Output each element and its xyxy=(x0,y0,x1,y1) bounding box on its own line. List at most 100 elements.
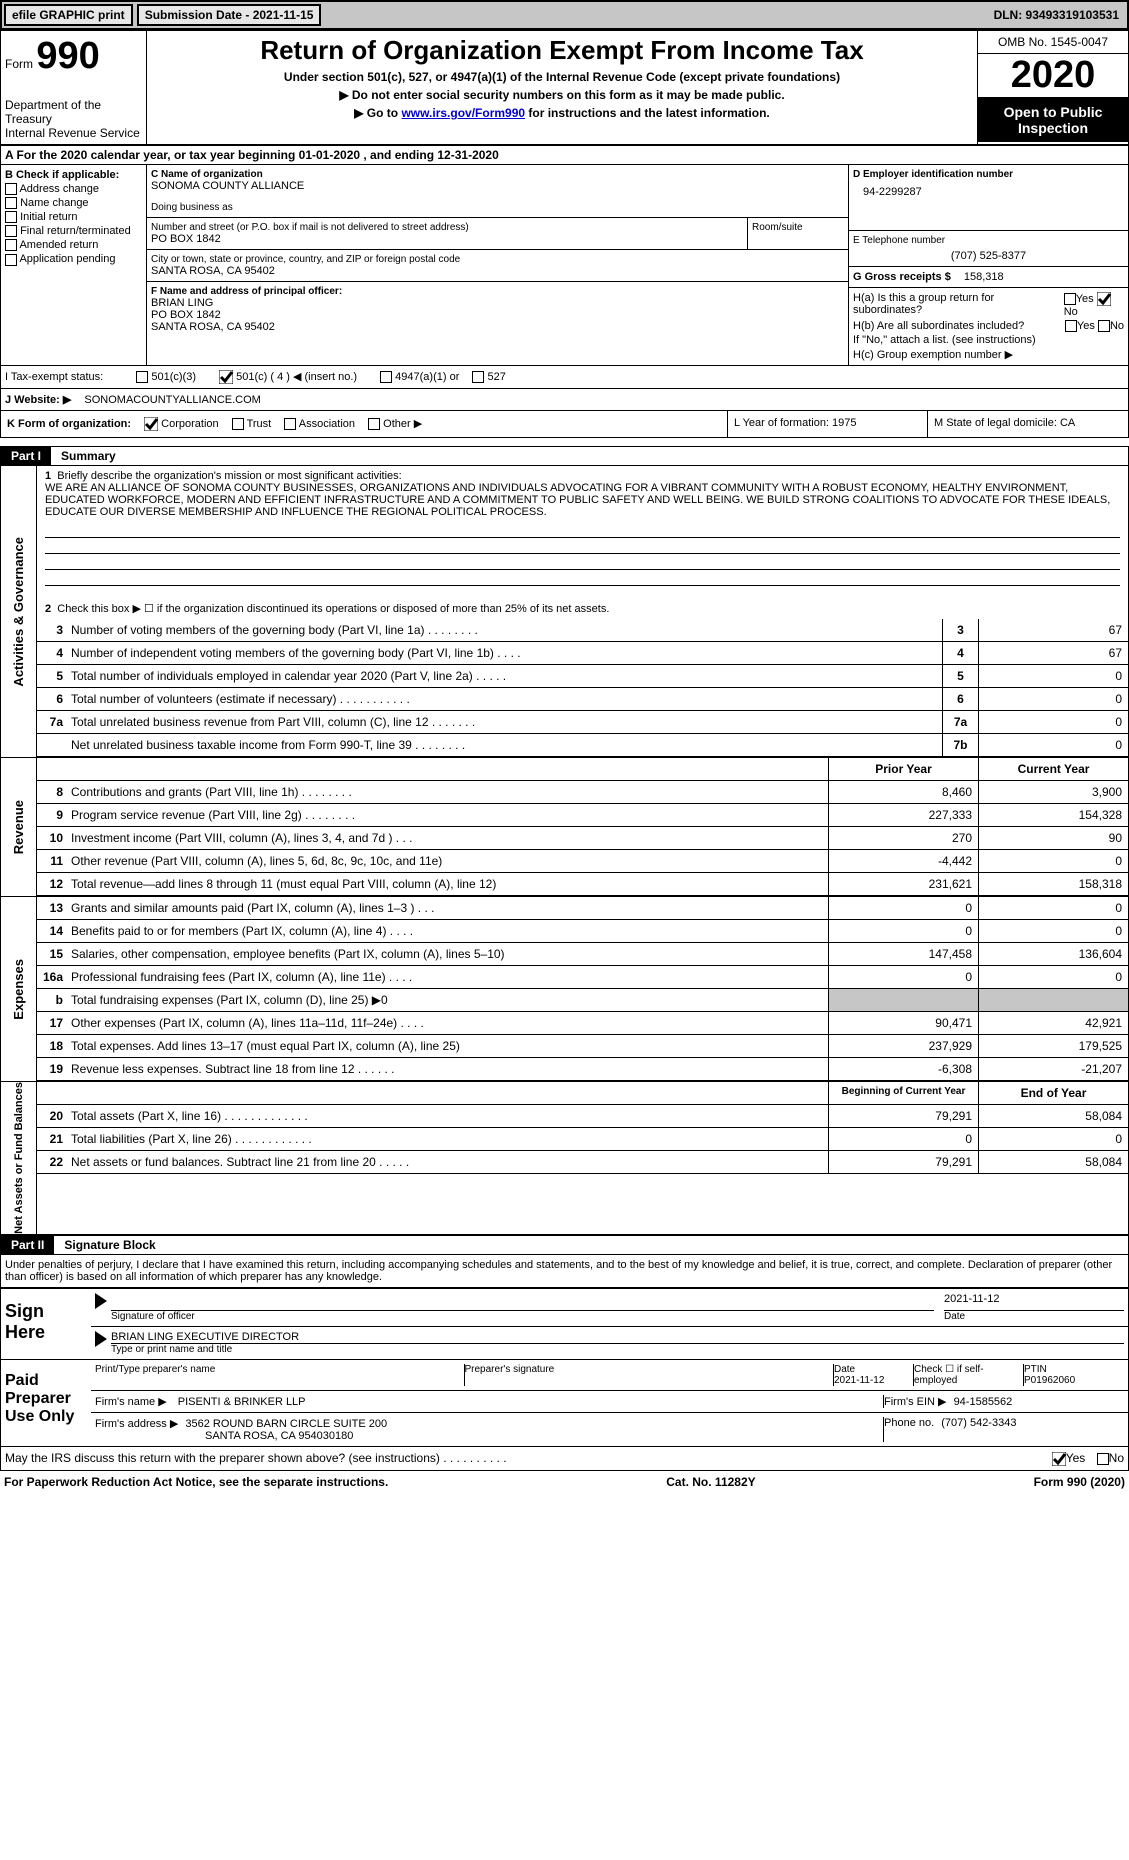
sig-officer-label: Signature of officer xyxy=(111,1311,934,1322)
line-num: 5 xyxy=(37,665,67,687)
line-label: Other expenses (Part IX, column (A), lin… xyxy=(67,1012,828,1034)
cb-trust[interactable] xyxy=(232,418,244,430)
line-label: Total unrelated business revenue from Pa… xyxy=(67,711,942,733)
end-value: 58,084 xyxy=(978,1105,1128,1127)
cb-application-pending[interactable] xyxy=(5,254,17,266)
line-box: 3 xyxy=(942,619,978,641)
line-label: Total revenue—add lines 8 through 11 (mu… xyxy=(67,873,828,895)
begin-value: 0 xyxy=(828,1128,978,1150)
tel-value: (707) 525-8377 xyxy=(853,250,1124,262)
line-value: 67 xyxy=(978,642,1128,664)
line-box: 6 xyxy=(942,688,978,710)
tax-exempt-label: I Tax-exempt status: xyxy=(5,371,103,383)
summary-revenue: Revenue b Prior Year Current Year 8Contr… xyxy=(0,758,1129,897)
prior-value: 231,621 xyxy=(828,873,978,895)
prior-value: 237,929 xyxy=(828,1035,978,1057)
cb-name-change[interactable] xyxy=(5,197,17,209)
begin-value: 79,291 xyxy=(828,1151,978,1173)
end-value: 58,084 xyxy=(978,1151,1128,1173)
current-value: 0 xyxy=(978,920,1128,942)
row-i-status: I Tax-exempt status: 501(c)(3) 501(c) ( … xyxy=(0,366,1129,389)
cb-assoc[interactable] xyxy=(284,418,296,430)
prep-check-label: Check ☐ if self-employed xyxy=(914,1364,1024,1386)
line-num: 17 xyxy=(37,1012,67,1034)
footer-right: Form 990 (2020) xyxy=(1034,1475,1125,1489)
officer-label: F Name and address of principal officer: xyxy=(151,286,844,297)
line-num: 9 xyxy=(37,804,67,826)
irs-link[interactable]: www.irs.gov/Form990 xyxy=(401,106,525,120)
firm-addr2: SANTA ROSA, CA 954030180 xyxy=(205,1430,353,1442)
sign-here-block: Sign Here Signature of officer 2021-11-1… xyxy=(0,1288,1129,1360)
cb-501c4-checked-icon xyxy=(219,370,233,384)
current-value: -21,207 xyxy=(978,1058,1128,1080)
discuss-row: May the IRS discuss this return with the… xyxy=(0,1447,1129,1471)
cb-527[interactable] xyxy=(472,371,484,383)
line-label: Total number of volunteers (estimate if … xyxy=(67,688,942,710)
line-num: 4 xyxy=(37,642,67,664)
cb-hb-yes[interactable] xyxy=(1065,320,1077,332)
open-public-badge: Open to Public Inspection xyxy=(978,98,1128,142)
line-box: 5 xyxy=(942,665,978,687)
line-num: 7a xyxy=(37,711,67,733)
end-value: 0 xyxy=(978,1128,1128,1150)
tax-year: 2020 xyxy=(978,54,1128,98)
line-label: Total expenses. Add lines 13–17 (must eq… xyxy=(67,1035,828,1057)
cb-ha-yes[interactable] xyxy=(1064,293,1076,305)
sign-here-label: Sign Here xyxy=(1,1289,91,1359)
efile-print-button[interactable]: efile GRAPHIC print xyxy=(4,4,133,26)
firm-name-label: Firm's name ▶ xyxy=(95,1396,167,1408)
cb-4947[interactable] xyxy=(380,371,392,383)
line-label: Benefits paid to or for members (Part IX… xyxy=(67,920,828,942)
cb-hb-no[interactable] xyxy=(1098,320,1110,332)
cb-amended-return[interactable] xyxy=(5,239,17,251)
prior-value: 8,460 xyxy=(828,781,978,803)
line-num: 8 xyxy=(37,781,67,803)
cb-501c3[interactable] xyxy=(136,371,148,383)
firm-ein-label: Firm's EIN ▶ xyxy=(884,1396,947,1408)
phone-value: (707) 542-3343 xyxy=(941,1417,1016,1429)
row-k-form-org: K Form of organization: Corporation Trus… xyxy=(0,411,1129,438)
cb-other[interactable] xyxy=(368,418,380,430)
prep-date-value: 2021-11-12 xyxy=(834,1375,913,1386)
form-number: 990 xyxy=(36,35,99,77)
cb-corp-checked-icon xyxy=(144,417,158,431)
note-ssn: ▶ Do not enter social security numbers o… xyxy=(155,88,969,102)
header-grid: B Check if applicable: Address change Na… xyxy=(0,165,1129,366)
cb-final-return[interactable] xyxy=(5,225,17,237)
line-label: Total fundraising expenses (Part IX, col… xyxy=(67,989,828,1011)
summary-governance: Activities & Governance 1 Briefly descri… xyxy=(0,466,1129,758)
shaded-cell xyxy=(978,989,1128,1011)
line-num: 20 xyxy=(37,1105,67,1127)
cb-initial-return[interactable] xyxy=(5,211,17,223)
page-footer: For Paperwork Reduction Act Notice, see … xyxy=(0,1471,1129,1493)
ptin-label: PTIN xyxy=(1024,1364,1124,1375)
paid-preparer-label: Paid Preparer Use Only xyxy=(1,1360,91,1446)
line-num: 14 xyxy=(37,920,67,942)
current-value: 0 xyxy=(978,897,1128,919)
prior-value: -6,308 xyxy=(828,1058,978,1080)
line-label: Investment income (Part VIII, column (A)… xyxy=(67,827,828,849)
omb-number: OMB No. 1545-0047 xyxy=(978,31,1128,54)
ptin-value: P01962060 xyxy=(1024,1375,1124,1386)
addr-value: PO BOX 1842 xyxy=(151,233,743,245)
city-label: City or town, state or province, country… xyxy=(151,254,844,265)
hb-note: If "No," attach a list. (see instruction… xyxy=(853,334,1124,346)
cb-address-change[interactable] xyxy=(5,183,17,195)
line-label: Total liabilities (Part X, line 26) . . … xyxy=(67,1128,828,1150)
line-label: Number of voting members of the governin… xyxy=(67,619,942,641)
cb-discuss-no[interactable] xyxy=(1097,1453,1109,1465)
top-toolbar: efile GRAPHIC print Submission Date - 20… xyxy=(0,0,1129,30)
current-value: 179,525 xyxy=(978,1035,1128,1057)
vert-netassets: Net Assets or Fund Balances xyxy=(13,1082,25,1234)
line-label: Program service revenue (Part VIII, line… xyxy=(67,804,828,826)
footer-mid: Cat. No. 11282Y xyxy=(666,1475,755,1489)
line-num: 13 xyxy=(37,897,67,919)
form-org-label: K Form of organization: xyxy=(7,418,131,430)
penalty-statement: Under penalties of perjury, I declare th… xyxy=(0,1255,1129,1288)
part-1-header: Part I Summary xyxy=(0,446,1129,466)
line-num: 15 xyxy=(37,943,67,965)
line-value: 0 xyxy=(978,711,1128,733)
org-name: SONOMA COUNTY ALLIANCE xyxy=(151,180,844,192)
section-a-taxyear: A For the 2020 calendar year, or tax yea… xyxy=(0,145,1129,165)
prior-value: 270 xyxy=(828,827,978,849)
